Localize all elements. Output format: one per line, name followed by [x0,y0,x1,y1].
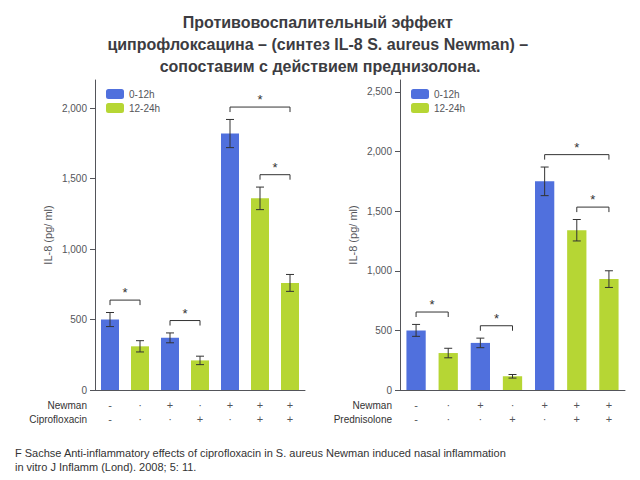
svg-text:+: + [509,413,515,425]
svg-text:·: · [138,413,142,425]
svg-text:0-12h: 0-12h [434,89,460,100]
svg-text:2,000: 2,000 [367,146,392,157]
svg-text:500: 500 [70,314,87,325]
svg-text:Противовоспалительный эффект: Противовоспалительный эффект [183,14,458,31]
svg-text:1,000: 1,000 [62,244,87,255]
svg-text:+: + [574,413,580,425]
svg-text:·: · [511,399,515,411]
svg-text:·: · [168,413,172,425]
svg-text:F Sachse Anti-inflammatory eff: F Sachse Anti-inflammatory effects of ci… [15,447,509,459]
svg-text:·: · [198,399,202,411]
svg-text:·: · [138,399,142,411]
svg-text:*: * [122,285,127,300]
svg-text:0: 0 [81,385,87,396]
svg-text:*: * [182,306,187,321]
svg-text:-: - [108,399,112,411]
svg-text:-: - [108,413,112,425]
svg-text:+: + [287,399,293,411]
svg-text:1,500: 1,500 [62,173,87,184]
svg-text:IL-8 (pg/ ml): IL-8 (pg/ ml) [42,205,54,264]
svg-text:+: + [167,399,173,411]
svg-text:Newman: Newman [48,400,87,411]
svg-text:+: + [227,399,233,411]
svg-text:+: + [257,413,263,425]
svg-text:*: * [590,192,595,207]
svg-text:+: + [477,399,483,411]
svg-text:+: + [541,399,547,411]
svg-text:0: 0 [386,385,392,396]
svg-text:*: * [257,92,262,107]
svg-text:ципрофлоксацина – (синтез IL-8: ципрофлоксацина – (синтез IL-8 S. aureus… [107,36,532,53]
svg-text:+: + [606,399,612,411]
svg-text:+: + [574,399,580,411]
svg-text:-: - [414,399,418,411]
svg-text:-: - [414,413,418,425]
svg-text:Ciprofloxacin: Ciprofloxacin [29,414,87,425]
svg-text:2,000: 2,000 [62,103,87,114]
svg-text:1,000: 1,000 [367,265,392,276]
svg-text:IL-8 (pg/ ml): IL-8 (pg/ ml) [347,205,359,264]
svg-text:500: 500 [375,325,392,336]
svg-text:·: · [543,413,547,425]
svg-text:сопоставим с действием предниз: сопоставим с действием преднизолона. [160,58,481,75]
svg-text:*: * [574,140,579,155]
svg-text:+: + [197,413,203,425]
svg-text:Prednisolone: Prednisolone [334,414,393,425]
svg-text:1,500: 1,500 [367,206,392,217]
svg-text:*: * [272,160,277,175]
svg-text:2,500: 2,500 [367,86,392,97]
svg-text:·: · [446,413,450,425]
svg-text:+: + [606,413,612,425]
svg-text:0-12h: 0-12h [129,89,155,100]
svg-text:12-24h: 12-24h [434,103,465,114]
svg-text:Newman: Newman [353,400,392,411]
svg-text:*: * [430,297,435,312]
svg-text:·: · [446,399,450,411]
svg-text:in vitro J Inflamm (Lond). 200: in vitro J Inflamm (Lond). 2008; 5: 11. [15,461,196,473]
svg-text:*: * [494,311,499,326]
svg-text:+: + [287,413,293,425]
svg-text:·: · [479,413,483,425]
svg-text:12-24h: 12-24h [129,103,160,114]
svg-text:+: + [257,399,263,411]
svg-text:·: · [228,413,232,425]
